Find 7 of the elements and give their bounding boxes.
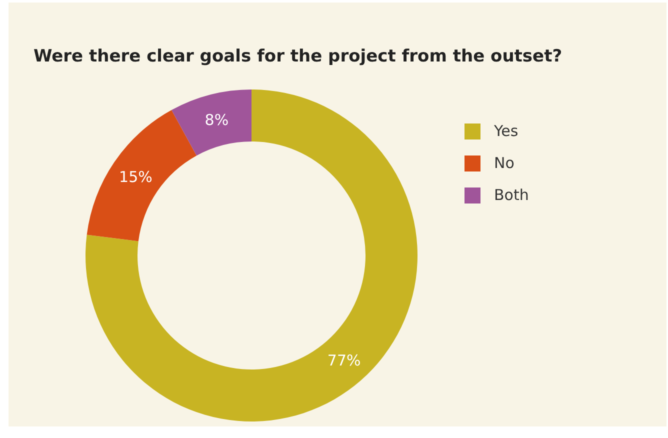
- legend-label: No: [494, 154, 514, 172]
- data-label: 8%: [204, 110, 229, 129]
- legend-label: Yes: [494, 122, 518, 140]
- chart-title: Were there clear goals for the project from the outset?: [34, 46, 562, 66]
- data-label: 77%: [327, 352, 361, 370]
- legend-label: Both: [494, 186, 529, 204]
- data-label: 15%: [119, 168, 152, 186]
